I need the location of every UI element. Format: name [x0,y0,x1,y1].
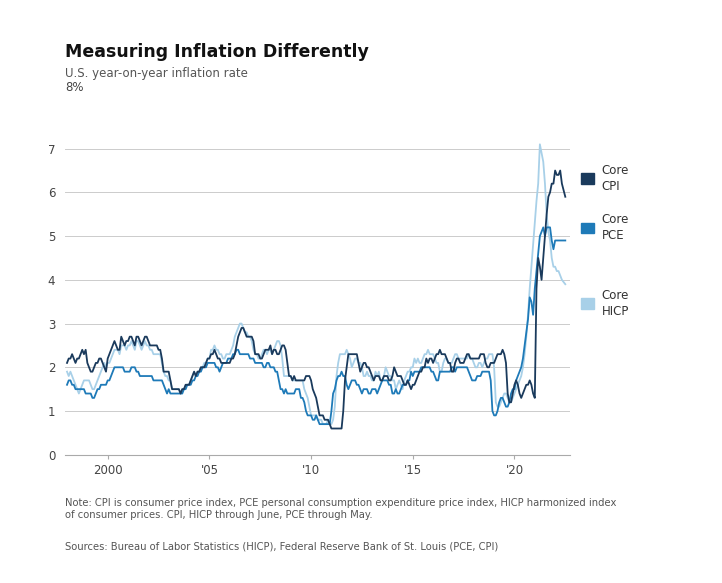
Text: Core
CPI: Core CPI [601,164,629,193]
Text: Sources: Bureau of Labor Statistics (HICP), Federal Reserve Bank of St. Louis (P: Sources: Bureau of Labor Statistics (HIC… [65,541,498,551]
Text: Core
PCE: Core PCE [601,213,629,243]
Text: Core
HICP: Core HICP [601,289,629,318]
Text: U.S. year-on-year inflation rate: U.S. year-on-year inflation rate [65,68,248,80]
Text: Note: CPI is consumer price index, PCE personal consumption expenditure price in: Note: CPI is consumer price index, PCE p… [65,498,617,520]
Text: 8%: 8% [65,82,84,94]
Text: Measuring Inflation Differently: Measuring Inflation Differently [65,43,369,61]
